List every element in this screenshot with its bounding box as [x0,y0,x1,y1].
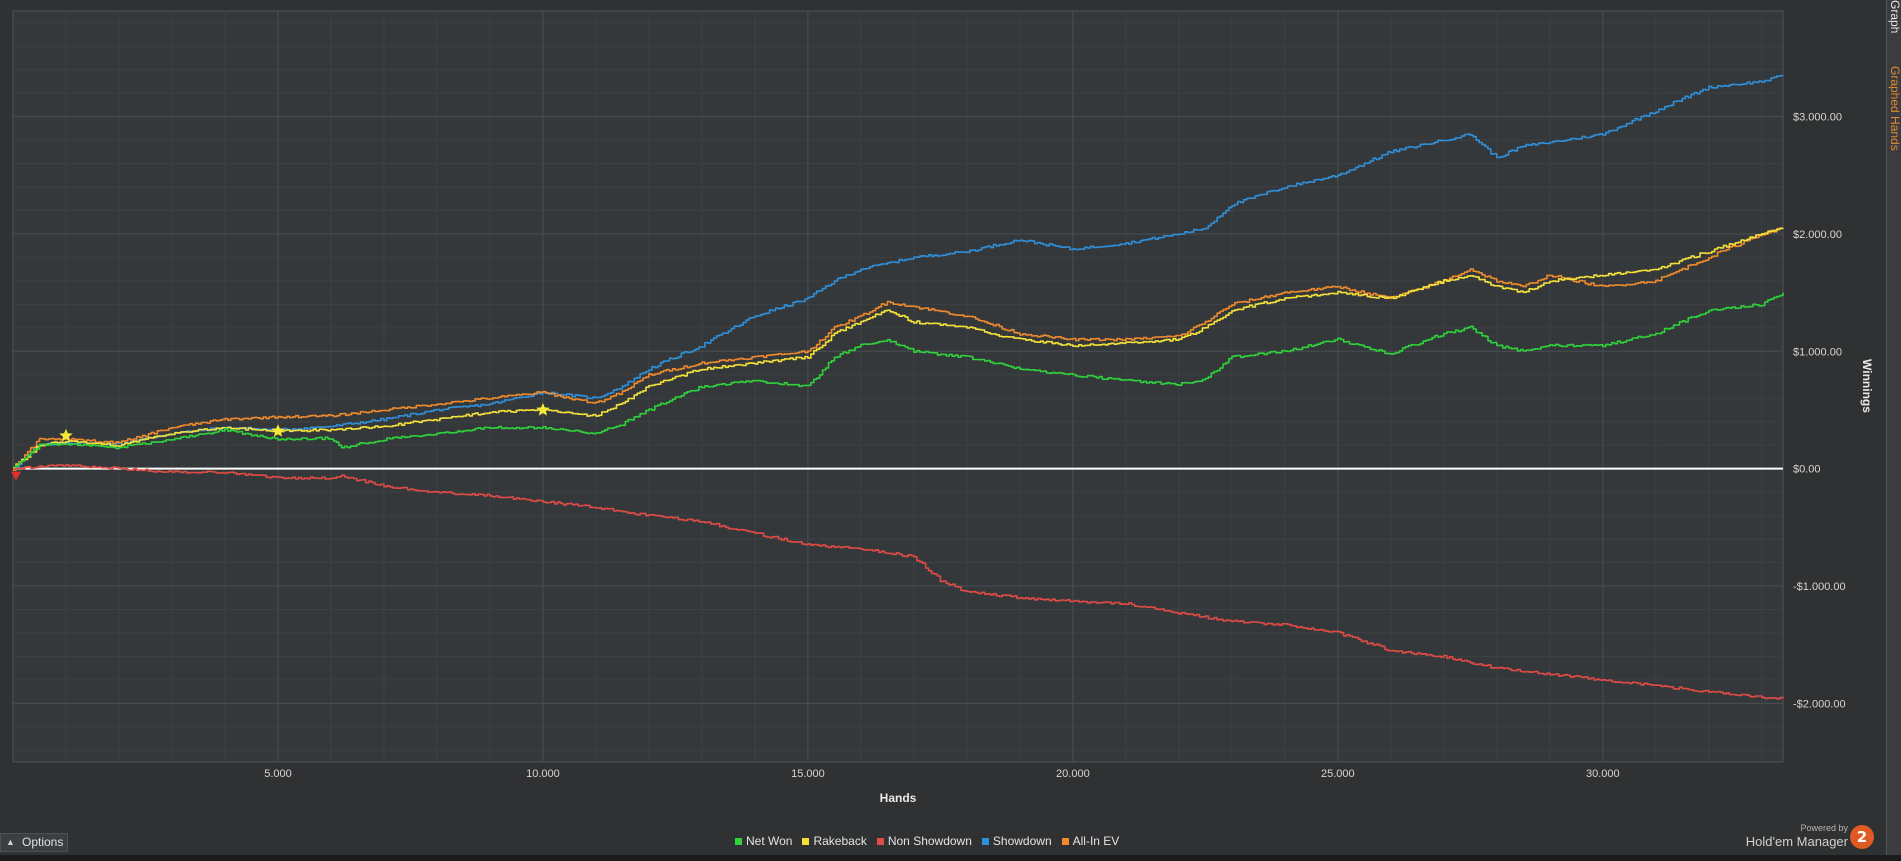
legend-label: Net Won [746,834,793,848]
y-tick-label: -$2.000.00 [1793,698,1846,710]
legend-item-rakeback[interactable]: Rakeback [802,834,867,848]
winnings-graph: 5.000 10.000 15.000 20.000 25.000 30.000 -$2.… [11,10,1874,805]
legend-swatch [981,837,989,845]
hm2-logo: 2 [1850,825,1874,849]
star-marker-icon [271,424,285,437]
y-tick-label: $1.000.00 [1793,346,1842,358]
tab-graph[interactable]: Graph [1888,0,1901,34]
chart-legend: Net Won Rakeback Non Showdown Showdown All-I… [735,833,1119,849]
options-button[interactable]: ▲ Options [0,833,68,852]
legend-label: Rakeback [813,834,867,848]
plot-area [12,10,1784,763]
series-line-showdown [13,74,1784,471]
legend-swatch [1061,837,1069,845]
x-tick-label: 25.000 [1321,768,1355,780]
y-tick-label: $0.00 [1793,464,1821,476]
legend-item-showdown[interactable]: Showdown [981,834,1052,848]
x-axis-title: Hands [880,791,917,805]
star-marker-icon [536,403,550,416]
series-line-rakeback [13,227,1784,469]
y-tick-label: $3.000.00 [1793,112,1842,124]
legend-item-all-in-ev[interactable]: All-In EV [1061,834,1120,848]
tab-graphed-hands[interactable]: Graphed Hands [1888,66,1901,151]
x-tick-label: 20.000 [1056,768,1090,780]
legend-label: Non Showdown [887,834,972,848]
y-tick-label: $2.000.00 [1793,229,1842,241]
legend-item-non-showdown[interactable]: Non Showdown [876,834,972,848]
legend-swatch [802,837,810,845]
x-tick-label: 30.000 [1586,768,1620,780]
y-axis-title: Winnings [1860,359,1874,413]
right-side-strip: Graph Graphed Hands [1886,0,1901,861]
options-label: Options [22,835,64,849]
powered-by-text: Powered by [1800,823,1848,833]
legend-label: Showdown [992,834,1052,848]
x-tick-label: 5.000 [264,768,292,780]
y-tick-label: -$1.000.00 [1793,581,1846,593]
legend-label: All-In EV [1072,834,1120,848]
x-tick-label: 15.000 [791,768,825,780]
start-marker-icon [11,471,21,481]
star-marker-icon [59,428,73,442]
legend-item-net-won[interactable]: Net Won [735,834,792,848]
series-line-all-in-ev [13,227,1784,471]
series-line-net-won [13,292,1784,470]
chevron-up-icon: ▲ [6,837,15,847]
bottom-edge [0,855,1901,861]
series-line-non-showdown [13,464,1784,700]
legend-swatch [876,837,884,845]
legend-swatch [735,837,742,845]
x-tick-label: 10.000 [526,768,560,780]
brand-name: Hold'em Manager [1745,834,1848,849]
